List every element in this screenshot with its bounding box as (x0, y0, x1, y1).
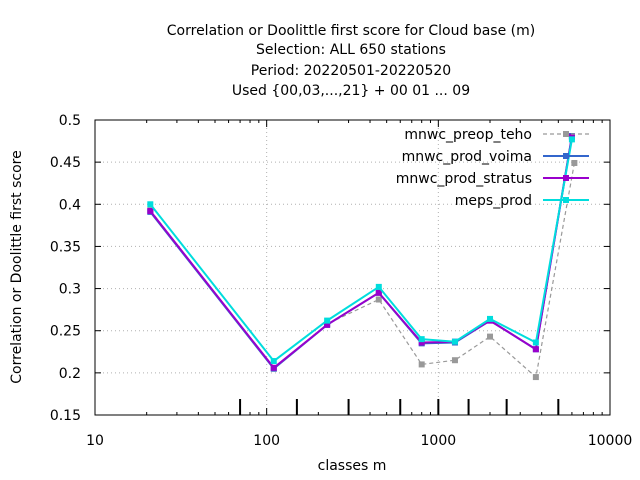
data-point-mnwc_preop_teho (418, 361, 425, 368)
legend-marker-meps_prod (563, 197, 569, 203)
legend-label-meps_prod: meps_prod (455, 193, 532, 209)
data-point-meps_prod (147, 201, 154, 208)
y-tick-label: 0.15 (50, 408, 81, 424)
x-tick-label: 10 (86, 433, 104, 449)
legend-label-mnwc_prod_voima: mnwc_prod_voima (402, 149, 532, 165)
data-point-meps_prod (418, 336, 425, 343)
chart-title: Correlation or Doolittle first score for… (167, 23, 535, 99)
y-tick-label: 0.45 (50, 155, 81, 171)
data-point-mnwc_prod_stratus (270, 364, 277, 371)
data-point-mnwc_preop_teho (487, 333, 494, 340)
title-line-3: Period: 20220501-20220520 (251, 63, 451, 79)
data-point-mnwc_preop_teho (451, 357, 458, 364)
title-line-2: Selection: ALL 650 stations (256, 42, 446, 58)
data-point-mnwc_preop_teho (375, 296, 382, 303)
series-lines (147, 133, 578, 381)
legend-marker-mnwc_prod_voima (563, 153, 569, 159)
y-tick-label: 0.4 (59, 197, 81, 213)
x-tick-label: 1000 (421, 433, 457, 449)
x-tick-label: 100 (253, 433, 280, 449)
data-point-mnwc_preop_teho (532, 374, 539, 381)
legend-marker-mnwc_preop_teho (563, 131, 569, 137)
data-point-mnwc_prod_stratus (324, 321, 331, 328)
data-point-mnwc_prod_stratus (375, 289, 382, 296)
x-tick-label: 10000 (588, 433, 633, 449)
grid (95, 120, 610, 415)
axis-ticks: 0.15 0.2 0.25 0.3 0.35 0.4 0.45 0.5 10 100 1000 100… (50, 113, 632, 449)
data-point-meps_prod (270, 358, 277, 365)
data-point-meps_prod (532, 339, 539, 346)
data-point-mnwc_prod_stratus (418, 339, 425, 346)
legend-label-mnwc_prod_stratus: mnwc_prod_stratus (396, 171, 532, 187)
y-tick-label: 0.35 (50, 239, 81, 255)
legend-marker-mnwc_prod_stratus (563, 175, 569, 181)
data-point-meps_prod (487, 315, 494, 322)
title-line-1: Correlation or Doolittle first score for… (167, 23, 535, 39)
title-line-4: Used {00,03,...,21} + 00 01 ... 09 (232, 83, 470, 99)
y-tick-label: 0.2 (59, 366, 81, 382)
y-axis-title: Correlation or Doolittle first score (9, 150, 25, 383)
x-axis-title: classes m (318, 458, 387, 474)
legend-label-mnwc_preop_teho: mnwc_preop_teho (404, 127, 532, 143)
plot-frame (94, 119, 611, 416)
data-point-mnwc_prod_stratus (532, 346, 539, 353)
y-tick-label: 0.5 (59, 113, 81, 129)
class-boundary-ticks (239, 399, 560, 415)
y-tick-label: 0.25 (50, 324, 81, 340)
legend: mnwc_preop_teho mnwc_prod_voima mnwc_prod_… (396, 127, 589, 209)
data-point-meps_prod (568, 136, 575, 143)
data-point-meps_prod (375, 283, 382, 290)
data-point-mnwc_preop_teho (571, 159, 578, 166)
data-point-mnwc_prod_stratus (147, 208, 154, 215)
data-point-meps_prod (324, 317, 331, 324)
y-tick-label: 0.3 (59, 282, 81, 298)
data-point-meps_prod (451, 338, 458, 345)
